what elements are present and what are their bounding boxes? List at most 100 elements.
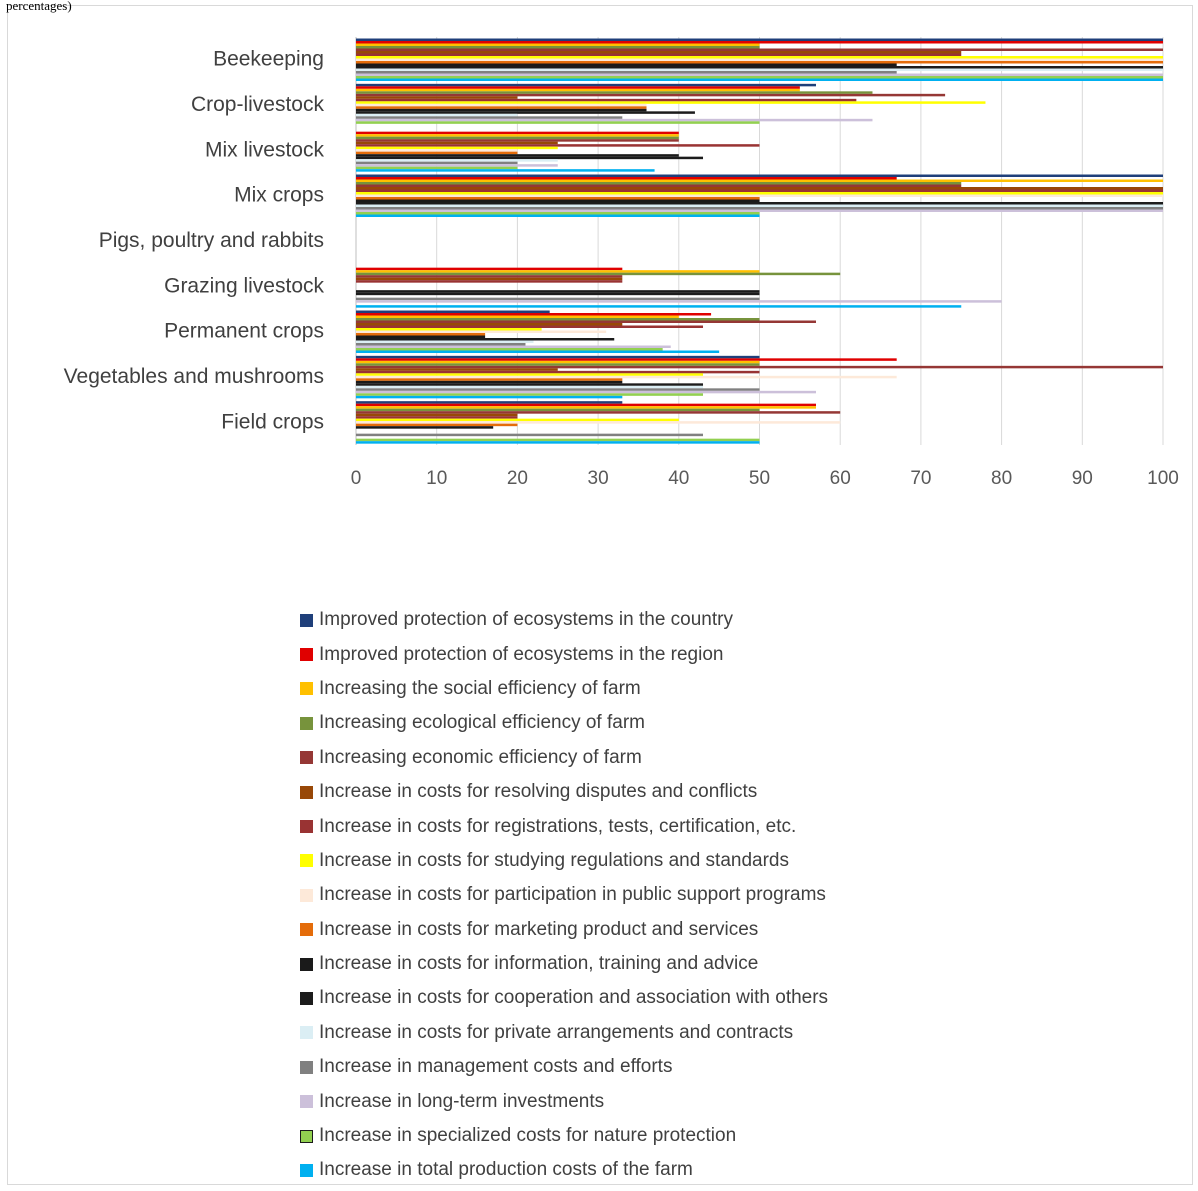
bar: [356, 411, 841, 414]
chart-legend: Improved protection of ecosystems in the…: [300, 603, 1060, 1188]
category-label: Crop-livestock: [191, 93, 325, 116]
legend-item: Increase in costs for marketing product …: [300, 913, 1060, 947]
bar: [356, 320, 816, 323]
bar: [356, 267, 623, 271]
bar: [356, 277, 623, 281]
legend-item: Improved protection of ecosystems in the…: [300, 603, 1060, 637]
bar: [356, 408, 760, 412]
bar: [356, 297, 760, 301]
bar: [356, 313, 712, 316]
bar: [356, 340, 534, 343]
bar: [356, 343, 526, 346]
legend-item: Increasing economic efficiency of farm: [300, 741, 1060, 775]
legend-label: Increase in long-term investments: [319, 1090, 605, 1112]
legend-swatch: [300, 923, 313, 937]
bar: [356, 204, 1163, 207]
legend-swatch: [300, 820, 313, 834]
bar: [356, 209, 1163, 212]
legend-swatch: [300, 1026, 313, 1040]
bar: [356, 91, 873, 94]
bar: [356, 103, 647, 107]
bar: [356, 315, 679, 318]
x-tick-label: 0: [351, 468, 362, 489]
legend-label: Increase in costs for studying regulatio…: [319, 849, 789, 871]
legend-swatch: [300, 682, 313, 696]
legend-item: Increase in costs for cooperation and as…: [300, 981, 1060, 1015]
legend-label: Increasing the social efficiency of farm: [319, 677, 641, 699]
bar: [356, 41, 1163, 44]
bar: [356, 292, 760, 296]
bar: [356, 182, 962, 185]
bar: [356, 187, 1163, 190]
bar: [356, 403, 816, 407]
bar: [356, 78, 1163, 81]
legend-label: Increase in specialized costs for nature…: [319, 1125, 737, 1147]
legend-swatch: [300, 1095, 313, 1109]
legend-label: Increase in costs for marketing product …: [319, 918, 759, 940]
bar: [356, 383, 704, 386]
bar: [356, 118, 873, 122]
bar: [356, 53, 962, 56]
category-label: Grazing livestock: [164, 274, 324, 297]
bar: [356, 134, 679, 137]
legend-label: Improved protection of ecosystems in the…: [319, 643, 724, 665]
legend-swatch: [300, 991, 313, 1005]
bar: [356, 194, 1163, 197]
legend-swatch: [300, 785, 313, 799]
legend-label: Increase in costs for cooperation and as…: [319, 987, 829, 1009]
bar: [356, 275, 623, 278]
bar: [356, 423, 518, 427]
bar: [356, 151, 518, 155]
bar: [356, 433, 704, 437]
bar: [356, 345, 671, 348]
bar: [356, 108, 647, 112]
bar: [356, 338, 615, 341]
bar: [356, 348, 663, 351]
bar: [356, 365, 1163, 369]
bar: [356, 96, 518, 99]
legend-item: Increasing ecological efficiency of farm: [300, 706, 1060, 740]
legend-label: Increase in costs for private arrangemen…: [319, 1021, 794, 1043]
legend-swatch: [300, 613, 313, 627]
bar: [356, 177, 897, 180]
bar: [356, 121, 760, 124]
legend-item: Increase in management costs and efforts: [300, 1050, 1060, 1084]
bar: [356, 355, 760, 359]
bar: [356, 154, 679, 157]
bar: [356, 71, 897, 74]
bar: [356, 272, 841, 276]
legend-item: Increase in costs for private arrangemen…: [300, 1016, 1060, 1050]
category-label: Field crops: [221, 410, 324, 433]
bar: [356, 375, 897, 379]
bar: [356, 207, 1163, 210]
legend-label: Increase in management costs and efforts: [319, 1056, 673, 1078]
bar: [356, 426, 494, 429]
legend-label: Improved protection of ecosystems in the…: [319, 609, 733, 631]
bar: [356, 161, 518, 165]
bar: [356, 214, 760, 217]
bar: [356, 58, 1163, 61]
bar: [356, 159, 558, 162]
bar: [356, 192, 1163, 195]
legend-label: Increase in costs for resolving disputes…: [319, 781, 758, 803]
legend-label: Increase in costs for registrations, tes…: [319, 815, 797, 837]
bar: [356, 169, 655, 172]
bar: [356, 388, 760, 391]
legend-swatch: [300, 648, 313, 662]
bar: [356, 38, 1163, 41]
bar: [356, 144, 760, 147]
bar: [356, 328, 542, 331]
x-tick-label: 50: [749, 468, 770, 489]
bar: [356, 184, 962, 187]
bar: [356, 199, 760, 202]
x-tick-label: 20: [507, 468, 528, 489]
bar: [356, 136, 679, 140]
legend-swatch: [300, 957, 313, 971]
x-tick-label: 10: [426, 468, 447, 489]
category-label: Mix crops: [234, 184, 324, 207]
bar: [356, 56, 1163, 59]
bar: [356, 98, 857, 102]
bar: [356, 290, 760, 293]
bar: [356, 212, 760, 215]
legend-swatch: [300, 1163, 313, 1177]
